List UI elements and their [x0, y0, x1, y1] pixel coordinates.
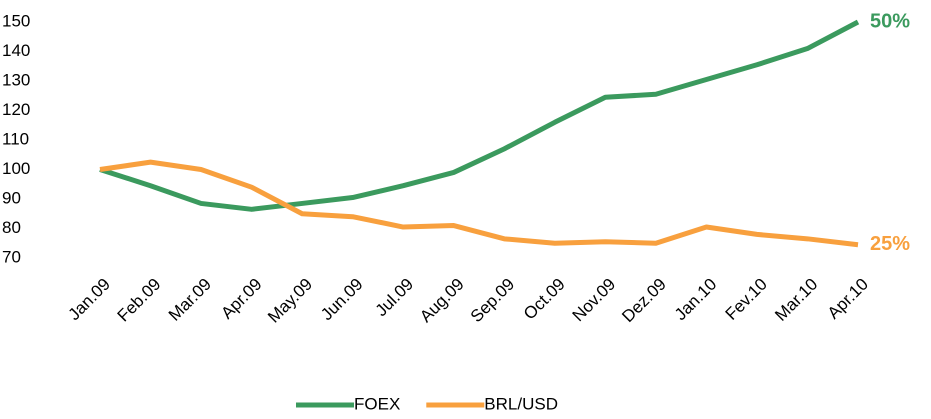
- y-tick-label: 100: [2, 159, 30, 178]
- end-label: 50%: [870, 10, 910, 32]
- x-tick-label: Apr.10: [824, 275, 872, 323]
- series-line: [99, 19, 860, 212]
- x-tick-label: Jun.09: [317, 275, 367, 325]
- legend: FOEX BRL/USD: [296, 394, 558, 413]
- y-tick-label: 110: [2, 129, 29, 148]
- x-tick-label: Nov.09: [569, 275, 620, 326]
- y-tick-label: 90: [2, 188, 21, 207]
- x-tick-label: Feb.09: [114, 275, 165, 326]
- end-label: 25%: [870, 233, 910, 255]
- y-tick-label: 120: [2, 100, 30, 119]
- x-tick-label: Aug.09: [416, 275, 468, 327]
- x-tick-label: Jan.10: [671, 275, 721, 325]
- x-tick-label: Oct.09: [520, 275, 569, 324]
- x-tick-label: May.09: [264, 275, 316, 327]
- x-tick-label: Fev.10: [722, 275, 771, 324]
- y-tick-label: 70: [2, 247, 21, 266]
- x-tick-label: Jan.09: [64, 275, 114, 325]
- y-tick-label: 130: [2, 70, 30, 89]
- x-tick-label: Dez.09: [618, 275, 670, 327]
- legend-label: FOEX: [354, 394, 400, 413]
- x-tick-label: Mar.09: [165, 275, 215, 325]
- y-tick-label: 80: [2, 218, 21, 237]
- x-tick-label: Sep.09: [467, 275, 519, 327]
- x-tick-label: Mar.10: [771, 275, 821, 325]
- legend-label: BRL/USD: [484, 394, 558, 413]
- series-line: [99, 159, 859, 248]
- x-tick-label: Apr.09: [217, 275, 265, 323]
- y-tick-label: 150: [2, 11, 30, 30]
- x-tick-label: Jul.09: [372, 275, 418, 321]
- y-tick-label: 140: [2, 41, 30, 60]
